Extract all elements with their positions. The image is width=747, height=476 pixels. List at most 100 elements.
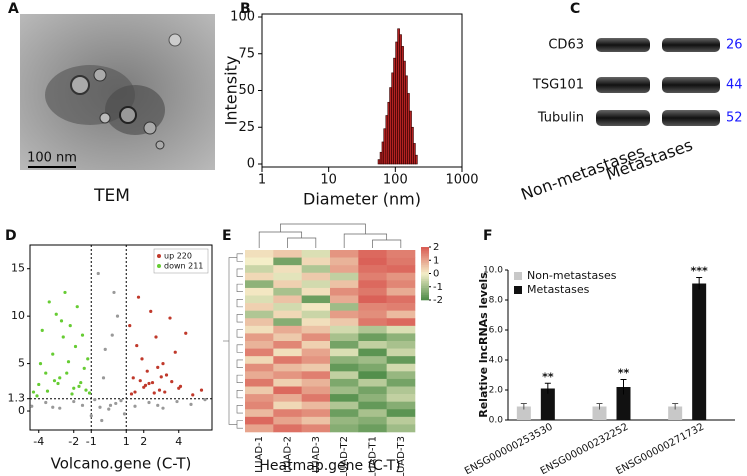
heat-cell (245, 272, 274, 281)
point (44, 400, 48, 405)
x-axis-label: Heatmap.gene (C-T) (259, 458, 400, 474)
heat-cell (273, 371, 302, 380)
heat-cell (358, 378, 387, 387)
point (131, 376, 135, 380)
point (110, 333, 114, 337)
heat-cell (330, 272, 359, 281)
bar (616, 387, 631, 420)
point (40, 328, 44, 332)
heat-cell (245, 363, 274, 372)
y-tick-label: 0.0 (489, 416, 504, 426)
heat-cell (386, 363, 416, 372)
point (115, 314, 120, 318)
heat-cell (386, 295, 416, 304)
heat-cell (245, 265, 274, 274)
heat-cell (273, 318, 302, 327)
size-label: 44 kD (726, 78, 747, 93)
heat-cell (330, 386, 359, 395)
point (35, 394, 39, 398)
point (173, 350, 177, 354)
colorbar-step (421, 280, 429, 283)
dendrogram (372, 239, 402, 248)
point (100, 418, 104, 423)
bar (407, 93, 410, 165)
point (31, 390, 36, 394)
column-label: LUAD-2 (283, 436, 294, 473)
heat-cell (358, 348, 387, 357)
heat-cell (330, 409, 359, 418)
heat-cell (358, 341, 387, 349)
colorbar-step (421, 262, 429, 265)
point (54, 312, 58, 316)
point (119, 398, 123, 403)
heat-cell (330, 341, 359, 349)
heat-cell (301, 250, 331, 258)
x-tick-label: 2 (140, 435, 147, 448)
heat-cell (358, 386, 387, 395)
heat-cell (386, 318, 416, 327)
point (152, 391, 156, 395)
bar (668, 406, 683, 420)
heat-cell (386, 394, 416, 402)
heat-cell (358, 303, 387, 311)
legend-marker (157, 254, 161, 258)
heat-cell (301, 333, 331, 342)
bar (377, 159, 381, 165)
heat-cell (301, 257, 331, 266)
heat-cell (386, 310, 416, 319)
x-tick-label: 4 (175, 435, 182, 448)
colorbar-step (421, 266, 429, 269)
legend-box (153, 248, 209, 274)
heat-cell (301, 272, 331, 281)
tem-caption: TEM (93, 186, 130, 206)
point (107, 407, 111, 411)
heat-cell (386, 424, 416, 433)
heat-cell (245, 416, 274, 425)
heat-cell (330, 295, 359, 304)
point (164, 373, 169, 377)
point (147, 400, 151, 405)
y-tick-label: 25 (238, 120, 255, 135)
bar (389, 87, 392, 165)
point (68, 324, 72, 328)
heat-cell (273, 295, 302, 304)
y-tick-label: 10 (11, 309, 25, 322)
heat-cell (358, 333, 387, 342)
dendrogram (236, 298, 243, 308)
colorbar-step (421, 268, 429, 271)
heat-cell (245, 295, 274, 304)
heat-cell (273, 250, 302, 258)
bar (413, 143, 416, 165)
error-bar (596, 403, 603, 410)
colorbar-step (421, 259, 429, 262)
dendrogram (236, 374, 243, 384)
heat-cell (330, 265, 359, 274)
panel-label: C (570, 1, 580, 17)
significance: ** (542, 370, 554, 383)
heat-cell (301, 378, 331, 387)
dendrogram (236, 314, 243, 323)
legend-label: down 211 (164, 262, 203, 271)
heat-cell (245, 356, 274, 365)
heat-cell (386, 401, 416, 410)
heat-cell (301, 265, 331, 274)
heat-cell (245, 325, 274, 334)
colorbar-step (421, 285, 429, 288)
heat-cell (245, 371, 274, 380)
legend-marker (157, 264, 161, 268)
heat-cell (301, 341, 331, 349)
heat-cell (273, 386, 302, 395)
point (52, 379, 57, 383)
heat-cell (273, 257, 302, 266)
heat-cell (386, 409, 416, 418)
heat-cell (301, 310, 331, 319)
point (38, 361, 43, 366)
heat-cell (330, 325, 359, 334)
point (63, 290, 67, 295)
heat-cell (245, 348, 274, 357)
panel-label: B (240, 1, 251, 17)
bar (592, 406, 607, 420)
dendrogram (228, 257, 237, 425)
bar (692, 283, 707, 420)
point (168, 316, 172, 320)
